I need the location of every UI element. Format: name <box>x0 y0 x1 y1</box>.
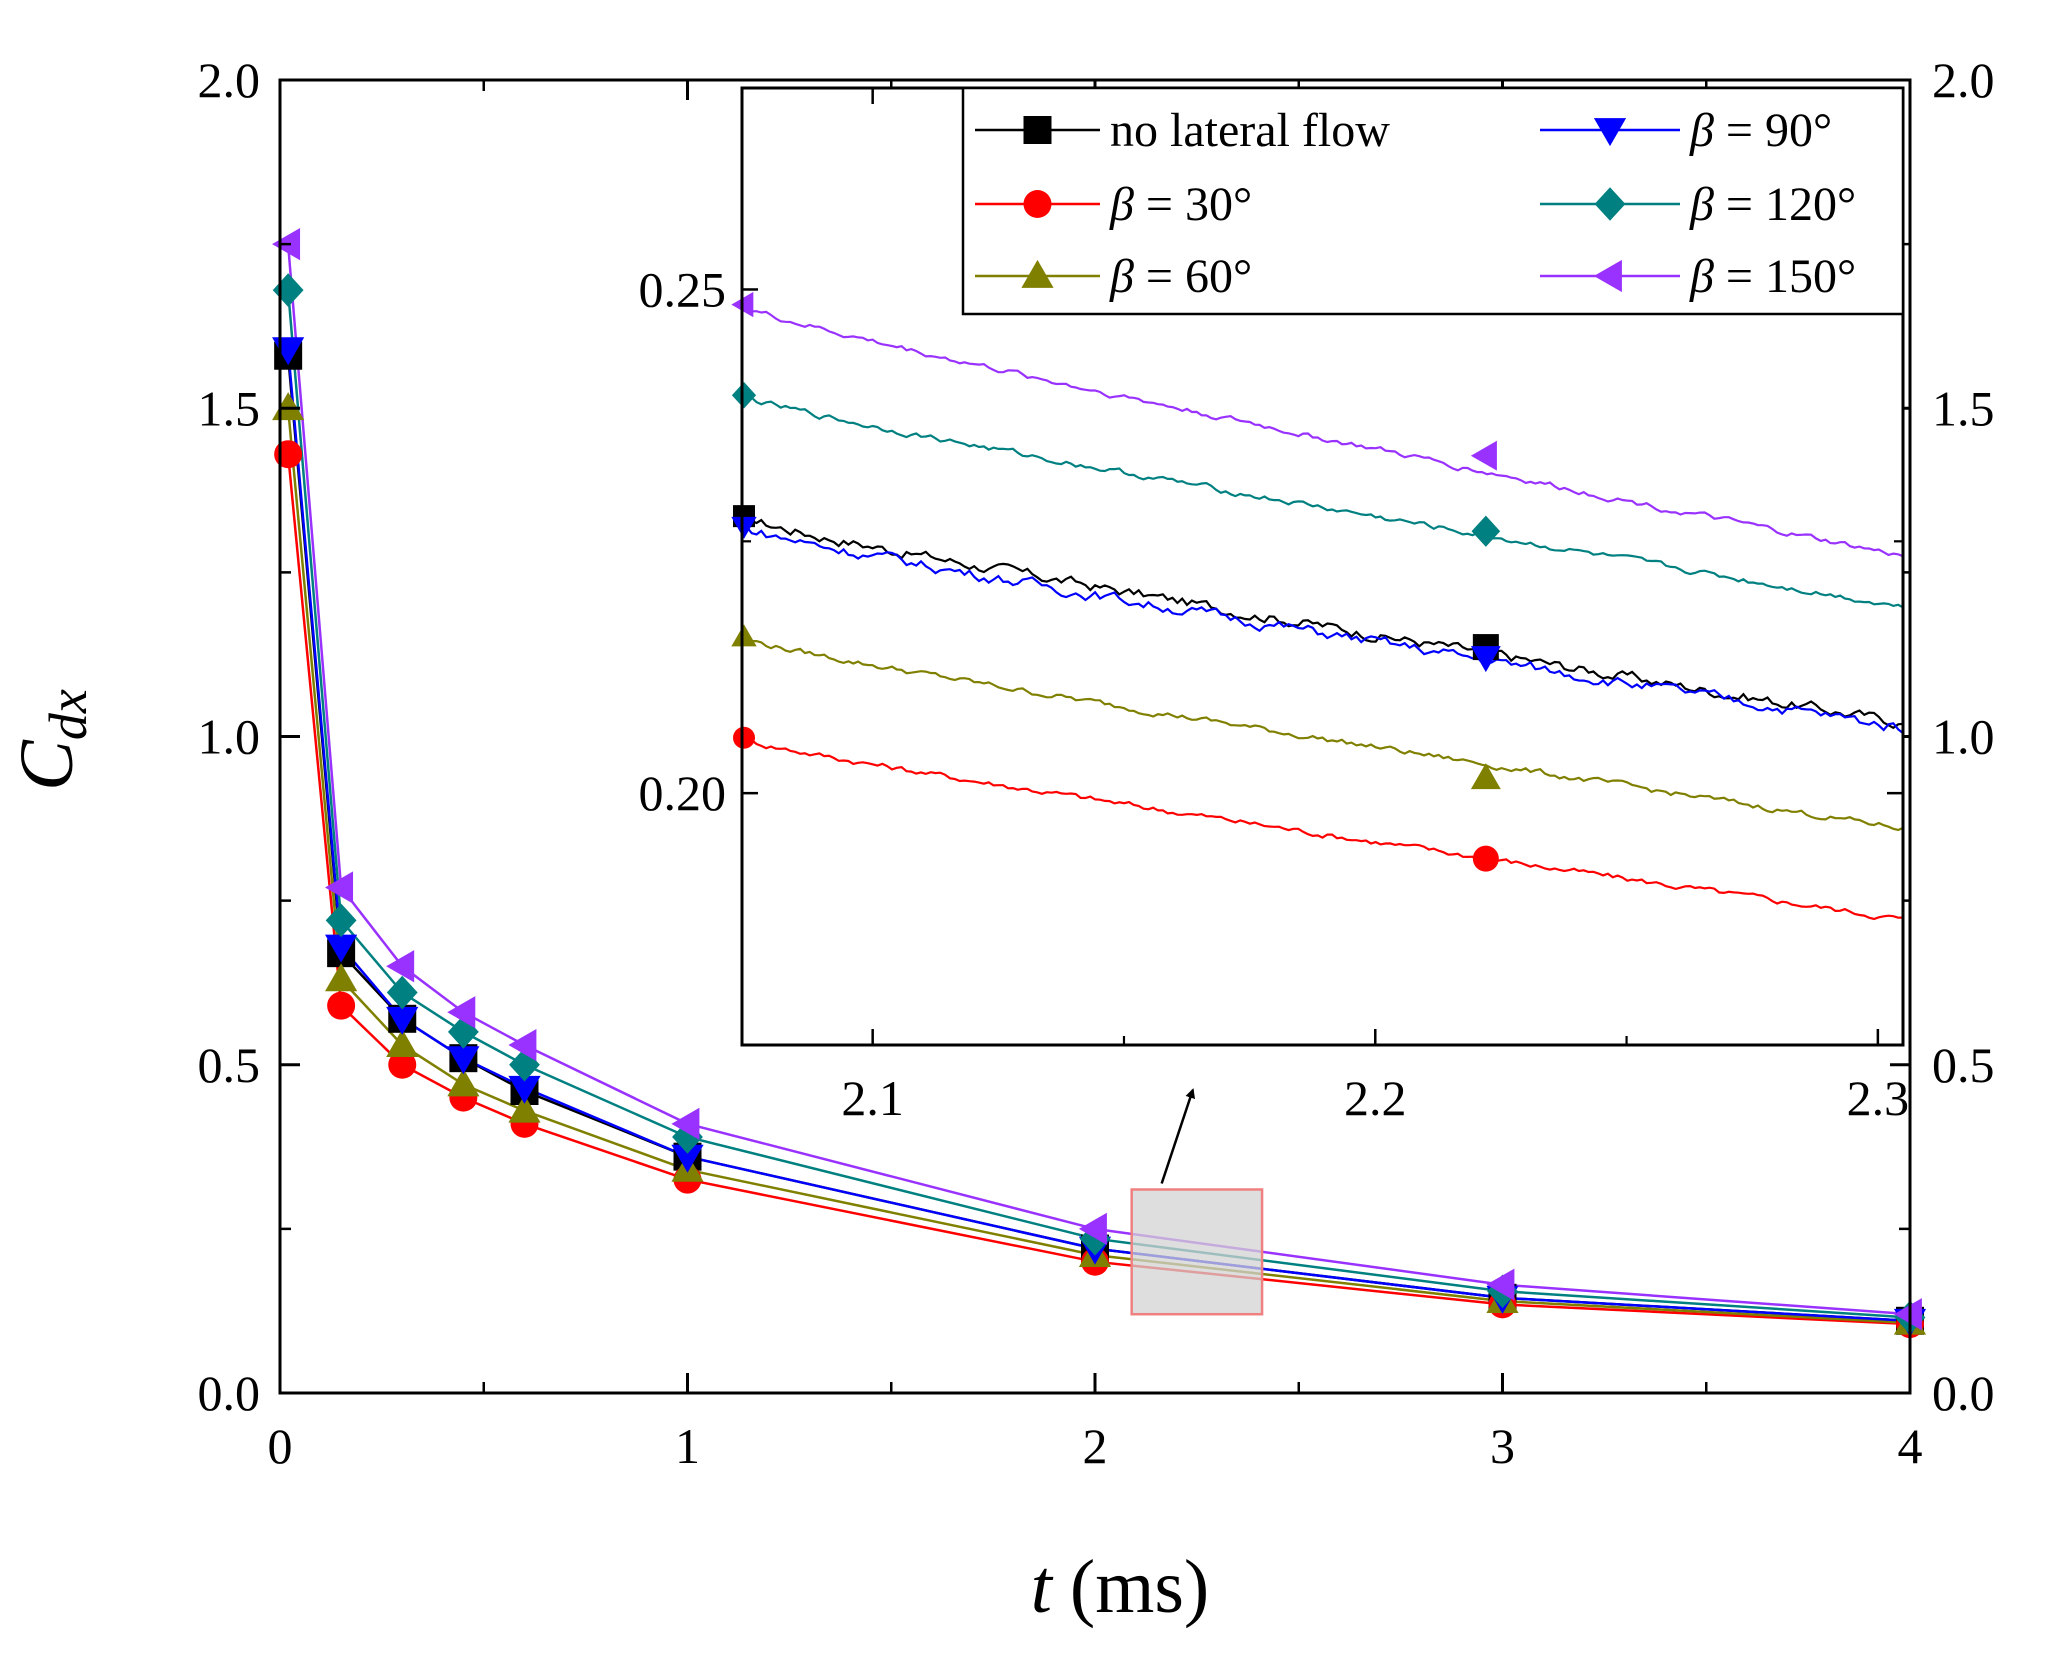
legend-marker-2 <box>1021 259 1054 288</box>
main-tick-labels-layer: 0 1 2 3 40.0 0.00.5 0.51.0 1.01.5 1.52.0 2.0 <box>198 52 1995 1474</box>
legend-beta-symbol: β <box>1689 250 1714 303</box>
legend-marker-3 <box>1593 118 1627 147</box>
series-3-marker-4 <box>508 1075 541 1104</box>
series-3-marker-3 <box>447 1046 480 1075</box>
legend-marker-1 <box>1023 190 1052 218</box>
series-5-marker-6 <box>1078 1212 1107 1245</box>
inset-series-line-5 <box>742 305 1903 558</box>
inset-series-3-marker <box>1470 646 1501 673</box>
y-axis-subscript: dx <box>38 689 98 740</box>
legend-beta-symbol: β <box>1689 104 1714 157</box>
zoom-region-box <box>1130 1188 1264 1316</box>
x-tick-label-2: 2 <box>1083 1418 1108 1474</box>
inset-series-2-marker <box>1470 763 1501 790</box>
y-tick-label-0: 0.0 <box>198 1365 261 1421</box>
legend-beta-value: = 60° <box>1134 250 1252 303</box>
inset-series-4-edge-marker <box>731 382 757 409</box>
inset-series-line-0 <box>742 511 1903 730</box>
series-1-marker-2 <box>388 1050 417 1079</box>
series-5-marker-3 <box>447 996 476 1029</box>
legend-label-5: β = 150° <box>1689 250 1856 303</box>
legend-beta-value: = 120° <box>1714 178 1856 231</box>
y-axis-variable: C <box>5 739 89 791</box>
y-tick-label-2: 1.0 <box>198 709 261 765</box>
series-4-marker-1 <box>325 903 357 938</box>
inset-series-line-4 <box>742 392 1903 609</box>
inset-x-tick-label-0: 2.1 <box>841 1070 904 1126</box>
x-tick-label-4: 4 <box>1898 1418 1923 1474</box>
series-1-marker-0 <box>274 440 303 469</box>
inset-y-tick-label-0: 0.20 <box>639 765 727 821</box>
right-y-tick-label-2: 1.0 <box>1932 709 1995 765</box>
x-tick-label-0: 0 <box>268 1418 293 1474</box>
right-y-tick-label-0: 0.0 <box>1932 1365 1995 1421</box>
inset-x-tick-label-2: 2.3 <box>1847 1070 1910 1126</box>
series-5-marker-7 <box>1486 1268 1515 1301</box>
series-2-marker-3 <box>447 1068 480 1097</box>
inset-series-layer <box>742 305 1903 921</box>
y-axis-title: Cdx <box>5 689 98 791</box>
inset-tick-labels-layer: 2.1 2.2 2.3 0.20 0.25 <box>639 261 1910 1126</box>
legend-label-1: β = 30° <box>1109 178 1252 231</box>
legend-beta-value: = 90° <box>1714 104 1832 157</box>
series-5-marker-8 <box>1893 1298 1922 1331</box>
inset-series-2-edge-marker <box>731 624 757 647</box>
right-y-tick-label-3: 1.5 <box>1932 380 1995 436</box>
series-4-marker-3 <box>447 1015 479 1049</box>
legend-beta-symbol: β <box>1689 178 1714 231</box>
series-2-marker-2 <box>386 1028 419 1057</box>
legend-beta-value: = 30° <box>1134 178 1252 231</box>
inset-series-line-2 <box>742 636 1903 832</box>
x-tick-label-1: 1 <box>675 1418 700 1474</box>
legend-beta-symbol: β <box>1109 250 1134 303</box>
legend-label-0: no lateral flow <box>1110 104 1390 157</box>
x-axis-unit: (ms) <box>1070 1545 1209 1629</box>
series-1-marker-1 <box>327 991 356 1020</box>
series-2-marker-1 <box>325 963 358 992</box>
inset-y-tick-label-1: 0.25 <box>639 261 727 317</box>
legend-marker-5 <box>1593 259 1622 293</box>
inset-series-1-marker <box>1472 845 1499 872</box>
series-5-marker-5 <box>671 1107 700 1140</box>
series-4-marker-2 <box>386 975 418 1010</box>
x-tick-label-3: 3 <box>1490 1418 1515 1474</box>
series-3-marker-2 <box>386 1006 419 1035</box>
x-axis-title: t (ms) <box>1031 1545 1209 1629</box>
right-y-tick-label-4: 2.0 <box>1932 52 1995 108</box>
inset-series-3-edge-marker <box>731 516 757 539</box>
y-tick-label-3: 1.5 <box>198 380 261 436</box>
inset-series-line-1 <box>742 738 1903 921</box>
series-5-marker-4 <box>508 1028 537 1062</box>
inset-series-5-marker <box>1470 440 1497 471</box>
legend-label-2: β = 60° <box>1109 250 1252 303</box>
inset-series-1-edge-marker <box>733 726 755 749</box>
series-5-marker-2 <box>386 950 415 983</box>
legend-label-4: β = 120° <box>1689 178 1856 231</box>
x-axis-variable: t <box>1031 1545 1054 1629</box>
inset-series-line-3 <box>742 524 1903 734</box>
legend-beta-value: = 150° <box>1714 250 1856 303</box>
series-2-marker-4 <box>508 1094 541 1123</box>
legend-label-3: β = 90° <box>1689 104 1832 157</box>
series-5-marker-1 <box>325 871 354 904</box>
zoom-arrow <box>1160 1088 1196 1184</box>
y-tick-label-4: 2.0 <box>198 52 261 108</box>
right-y-tick-label-1: 0.5 <box>1932 1037 1995 1093</box>
inset-x-tick-label-1: 2.2 <box>1344 1070 1407 1126</box>
legend-beta-symbol: β <box>1109 178 1134 231</box>
main-markers-layer <box>272 228 1927 1339</box>
legend-marker-4 <box>1594 187 1626 221</box>
legend-box <box>961 86 1905 316</box>
inset-series-4-marker <box>1471 515 1501 547</box>
y-tick-label-1: 0.5 <box>198 1037 261 1093</box>
legend-marker-0 <box>1023 116 1052 144</box>
series-3-marker-5 <box>671 1144 704 1173</box>
series-3-marker-1 <box>325 934 358 963</box>
